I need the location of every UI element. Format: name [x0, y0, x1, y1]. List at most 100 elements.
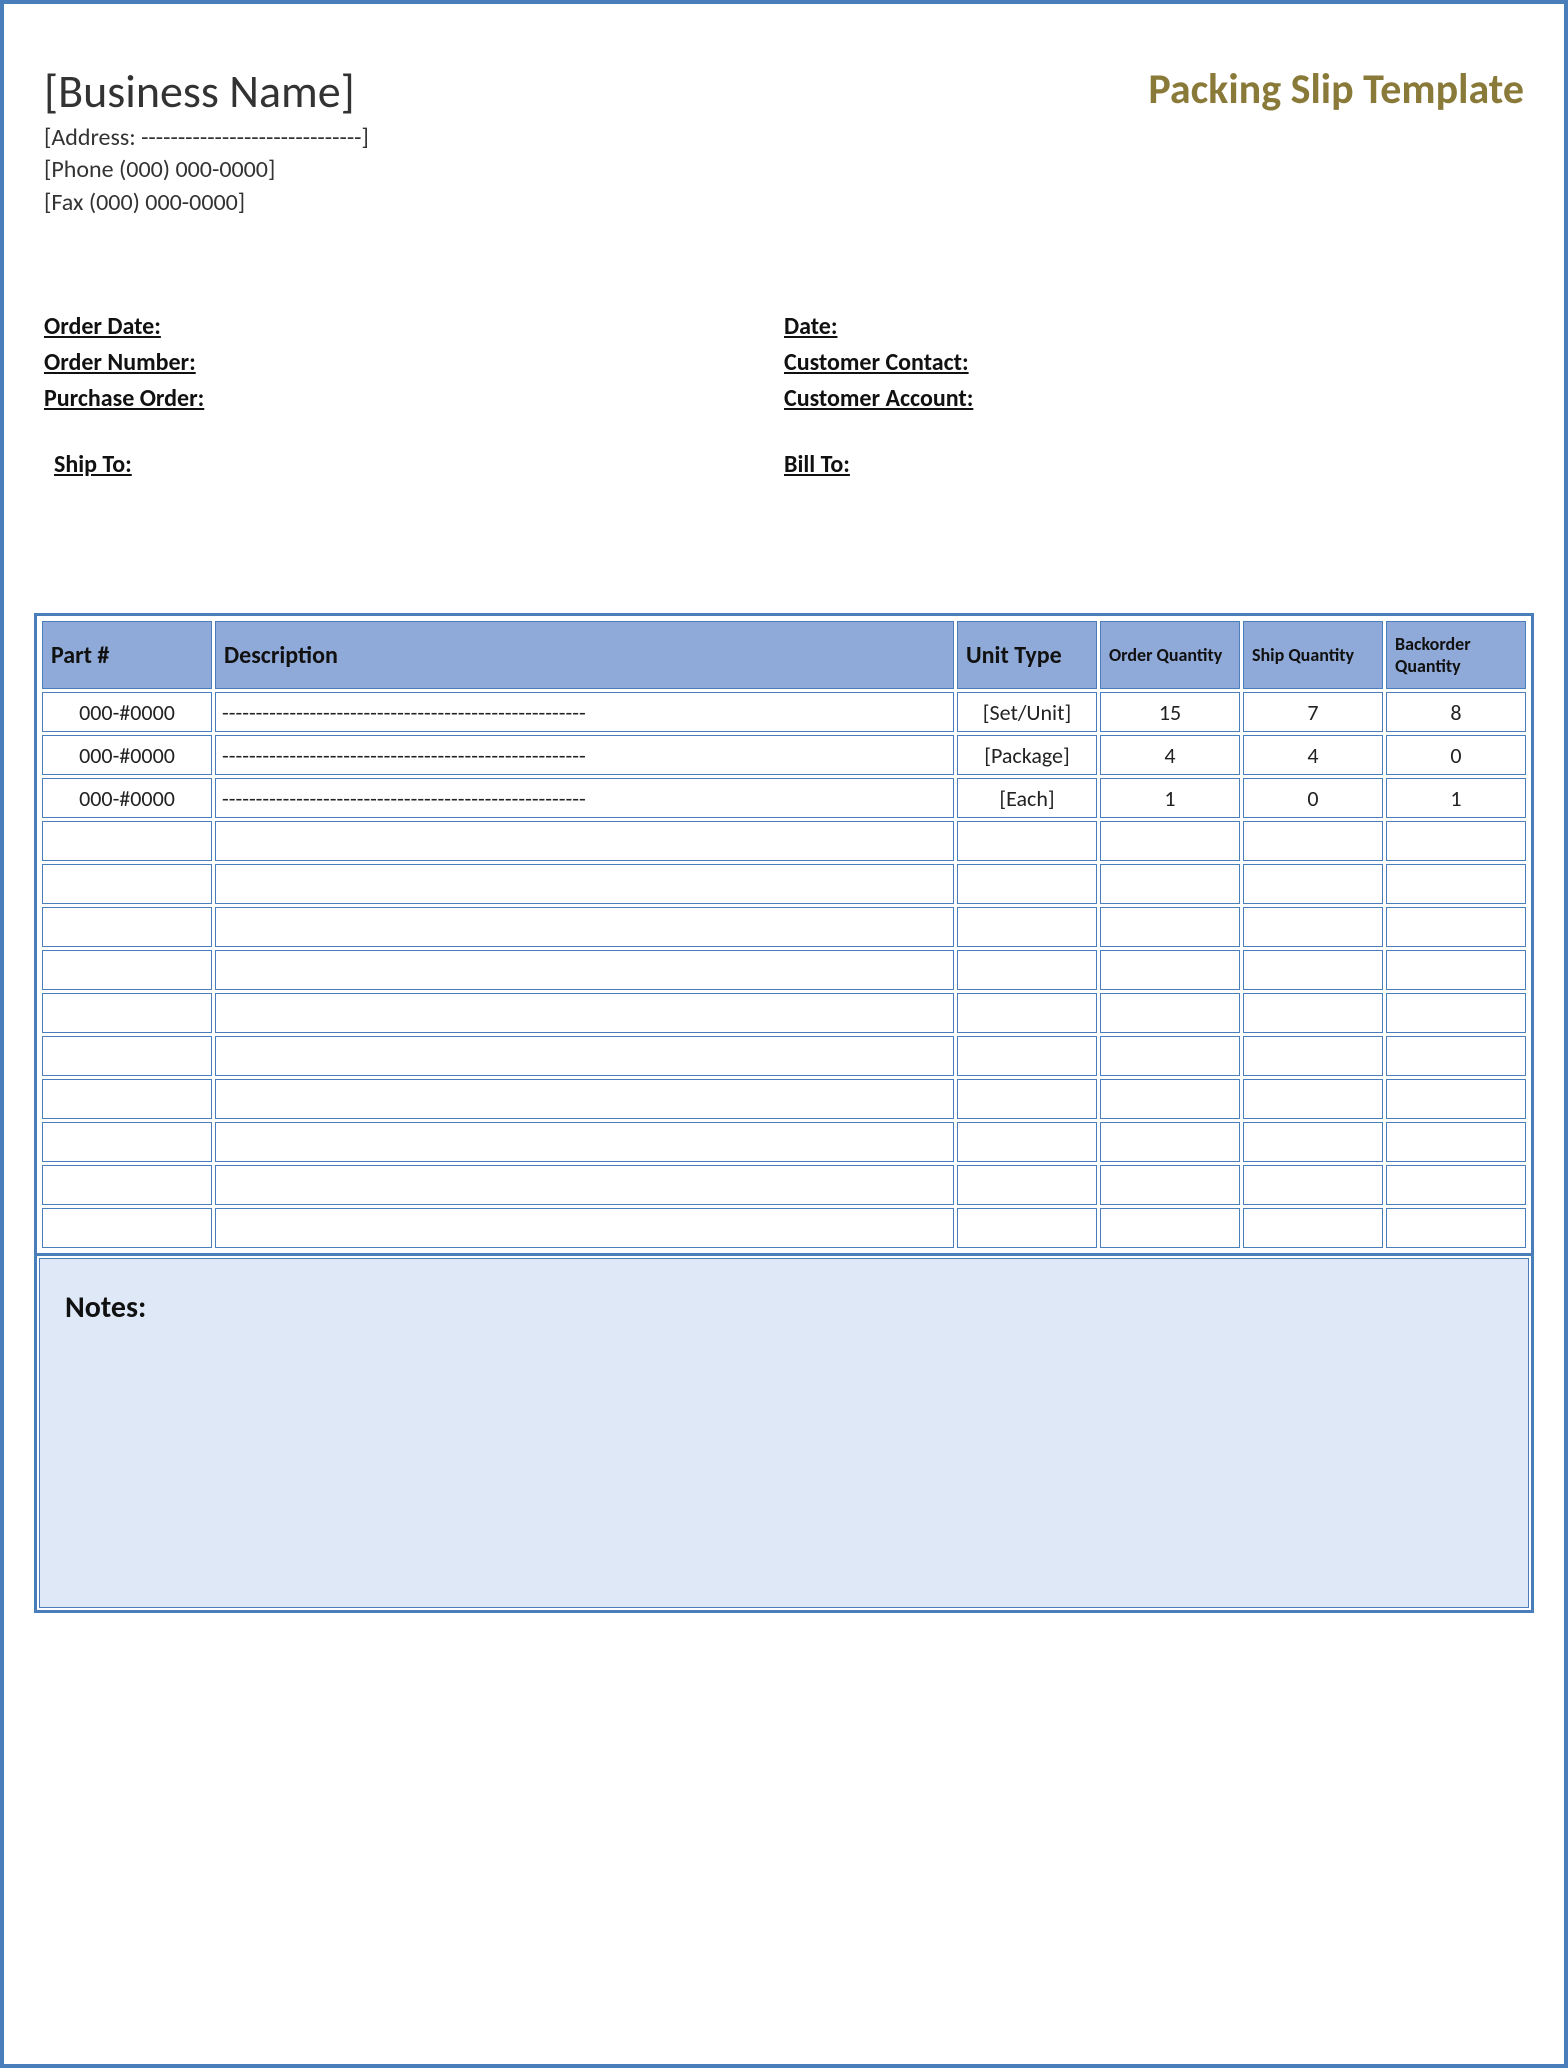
- col-header-unit-type: Unit Type: [957, 621, 1097, 689]
- business-address: [Address: ------------------------------…: [44, 122, 369, 154]
- col-header-description: Description: [215, 621, 954, 689]
- cell-unit_type: [957, 821, 1097, 861]
- cell-ship_qty: [1243, 864, 1383, 904]
- cell-ship_qty: [1243, 1036, 1383, 1076]
- label-order-number: Order Number:: [44, 345, 784, 381]
- table-row: 000-#0000-------------------------------…: [42, 778, 1526, 818]
- cell-unit_type: [Each]: [957, 778, 1097, 818]
- col-header-order-qty: Order Quantity: [1100, 621, 1240, 689]
- cell-order_qty: [1100, 1165, 1240, 1205]
- cell-part: [42, 864, 212, 904]
- cell-part: 000-#0000: [42, 778, 212, 818]
- cell-backorder_qty: [1386, 993, 1526, 1033]
- cell-unit_type: [957, 1165, 1097, 1205]
- cell-ship_qty: 7: [1243, 692, 1383, 732]
- cell-backorder_qty: [1386, 1036, 1526, 1076]
- label-bill-to: Bill To:: [784, 447, 1514, 483]
- cell-unit_type: [Set/Unit]: [957, 692, 1097, 732]
- cell-ship_qty: [1243, 1208, 1383, 1248]
- label-ship-to: Ship To:: [54, 447, 784, 483]
- table-row: [42, 864, 1526, 904]
- cell-unit_type: [Package]: [957, 735, 1097, 775]
- table-row: [42, 1165, 1526, 1205]
- cell-part: [42, 1165, 212, 1205]
- cell-order_qty: [1100, 907, 1240, 947]
- cell-order_qty: 1: [1100, 778, 1240, 818]
- cell-part: [42, 993, 212, 1033]
- table-row: 000-#0000-------------------------------…: [42, 735, 1526, 775]
- cell-part: [42, 821, 212, 861]
- cell-part: 000-#0000: [42, 692, 212, 732]
- cell-ship_qty: [1243, 821, 1383, 861]
- cell-part: [42, 950, 212, 990]
- cell-ship_qty: [1243, 1165, 1383, 1205]
- label-customer-contact: Customer Contact:: [784, 345, 1524, 381]
- document-title: Packing Slip Template: [1148, 64, 1524, 115]
- cell-ship_qty: [1243, 1079, 1383, 1119]
- meta-row: Order Date: Order Number: Purchase Order…: [44, 309, 1524, 417]
- cell-backorder_qty: [1386, 1122, 1526, 1162]
- table-row: [42, 1122, 1526, 1162]
- cell-order_qty: [1100, 1036, 1240, 1076]
- notes-area: Notes:: [39, 1258, 1529, 1608]
- cell-description: [215, 950, 954, 990]
- items-header-row: Part # Description Unit Type Order Quant…: [42, 621, 1526, 689]
- cell-description: [215, 1165, 954, 1205]
- cell-order_qty: [1100, 1122, 1240, 1162]
- business-phone: [Phone (000) 000-0000]: [44, 154, 369, 186]
- cell-order_qty: [1100, 1079, 1240, 1119]
- cell-ship_qty: [1243, 993, 1383, 1033]
- cell-unit_type: [957, 1036, 1097, 1076]
- cell-backorder_qty: 0: [1386, 735, 1526, 775]
- table-row: [42, 1036, 1526, 1076]
- label-date: Date:: [784, 309, 1524, 345]
- cell-description: [215, 1079, 954, 1119]
- table-row: [42, 1208, 1526, 1248]
- cell-description: [215, 1036, 954, 1076]
- table-row: [42, 821, 1526, 861]
- business-block: [Business Name] [Address: --------------…: [44, 64, 369, 219]
- cell-order_qty: [1100, 821, 1240, 861]
- cell-ship_qty: 0: [1243, 778, 1383, 818]
- cell-backorder_qty: [1386, 821, 1526, 861]
- bill-to-col: Bill To:: [784, 447, 1514, 483]
- cell-description: ----------------------------------------…: [215, 735, 954, 775]
- cell-part: [42, 1079, 212, 1119]
- meta-right-col: Date: Customer Contact: Customer Account…: [784, 309, 1524, 417]
- cell-backorder_qty: [1386, 1079, 1526, 1119]
- cell-backorder_qty: [1386, 1208, 1526, 1248]
- cell-order_qty: 4: [1100, 735, 1240, 775]
- cell-unit_type: [957, 993, 1097, 1033]
- cell-unit_type: [957, 1079, 1097, 1119]
- cell-order_qty: [1100, 1208, 1240, 1248]
- col-header-backorder-qty: Backorder Quantity: [1386, 621, 1526, 689]
- cell-order_qty: 15: [1100, 692, 1240, 732]
- table-row: [42, 907, 1526, 947]
- items-table-wrap: Part # Description Unit Type Order Quant…: [34, 613, 1534, 1256]
- cell-backorder_qty: [1386, 864, 1526, 904]
- table-row: [42, 993, 1526, 1033]
- cell-part: [42, 1122, 212, 1162]
- cell-backorder_qty: 8: [1386, 692, 1526, 732]
- business-fax: [Fax (000) 000-0000]: [44, 187, 369, 219]
- header-row: [Business Name] [Address: --------------…: [34, 64, 1534, 219]
- cell-description: [215, 907, 954, 947]
- meta-block: Order Date: Order Number: Purchase Order…: [34, 309, 1534, 483]
- meta-left-col: Order Date: Order Number: Purchase Order…: [44, 309, 784, 417]
- cell-ship_qty: 4: [1243, 735, 1383, 775]
- ship-bill-row: Ship To: Bill To:: [44, 447, 1524, 483]
- table-row: [42, 1079, 1526, 1119]
- cell-unit_type: [957, 1122, 1097, 1162]
- items-table: Part # Description Unit Type Order Quant…: [39, 618, 1529, 1251]
- cell-description: [215, 864, 954, 904]
- cell-part: [42, 907, 212, 947]
- cell-order_qty: [1100, 864, 1240, 904]
- cell-backorder_qty: [1386, 1165, 1526, 1205]
- notes-wrap: Notes:: [34, 1256, 1534, 1613]
- cell-ship_qty: [1243, 907, 1383, 947]
- cell-ship_qty: [1243, 1122, 1383, 1162]
- page-container: [Business Name] [Address: --------------…: [0, 0, 1568, 2068]
- cell-unit_type: [957, 950, 1097, 990]
- col-header-part: Part #: [42, 621, 212, 689]
- cell-backorder_qty: 1: [1386, 778, 1526, 818]
